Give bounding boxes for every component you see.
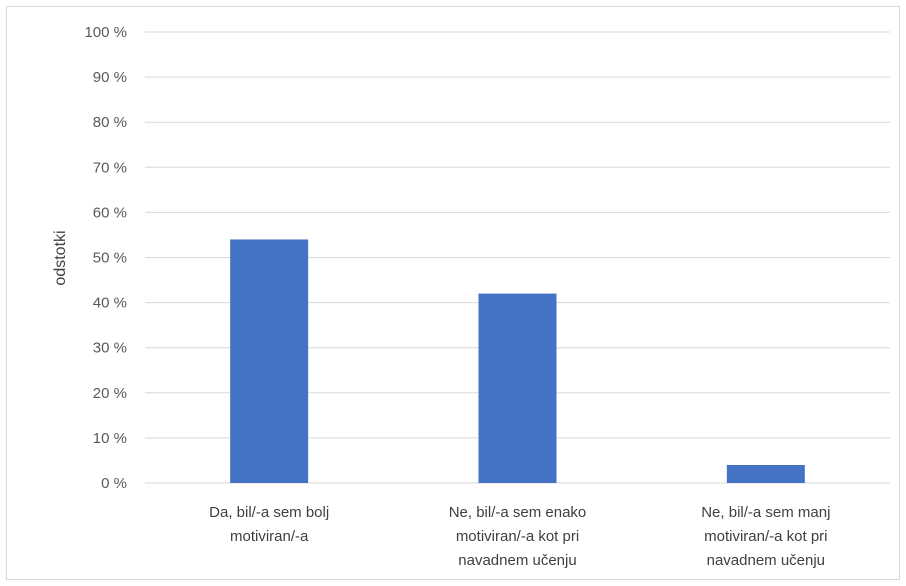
y-tick-label: 10 %	[93, 430, 127, 447]
category-label: Ne, bil/-a sem enako motiviran/-a kot pri…	[449, 504, 587, 569]
category-label: Da, bil/-a sem bolj motiviran/-a	[209, 504, 329, 545]
y-tick-label: 20 %	[93, 385, 127, 402]
y-tick-label: 70 %	[93, 159, 127, 176]
bar	[478, 293, 557, 483]
bars	[230, 239, 805, 483]
y-tick-label: 50 %	[93, 250, 127, 267]
y-axis-title: odstotki	[52, 230, 69, 285]
y-tick-label: 100 %	[84, 24, 127, 41]
bar	[230, 239, 309, 483]
y-tick-label: 0 %	[101, 475, 127, 492]
bar	[726, 464, 805, 483]
y-tick-label: 60 %	[93, 204, 127, 221]
y-tick-label: 90 %	[93, 69, 127, 86]
y-tick-label: 30 %	[93, 340, 127, 357]
category-labels: Da, bil/-a sem bolj motiviran/-a Ne, bil/-…	[209, 504, 830, 569]
category-label: Ne, bil/-a sem manj motiviran/-a kot pri n…	[701, 504, 830, 569]
y-tick-label: 80 %	[93, 114, 127, 131]
chart-frame	[6, 6, 900, 580]
y-tick-label: 40 %	[93, 295, 127, 312]
y-tick-labels: 0 % 10 % 20 % 30 % 40 % 50 % 60 % 70 % 80 % 90 % 1…	[84, 24, 127, 492]
